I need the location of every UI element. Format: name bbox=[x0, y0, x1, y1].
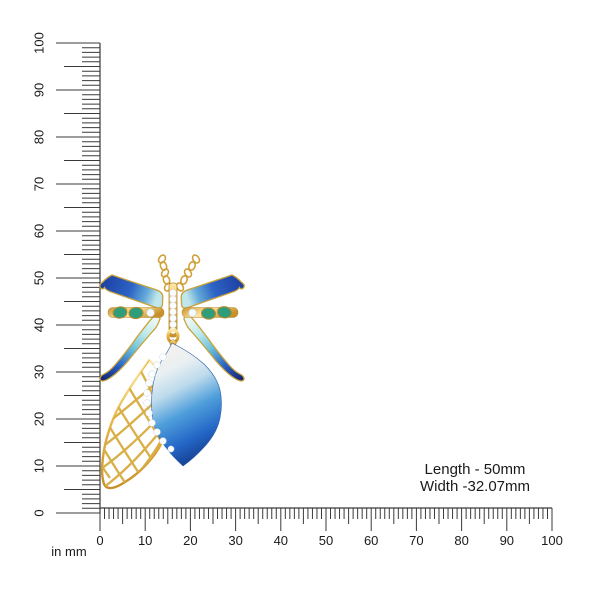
svg-text:30: 30 bbox=[228, 533, 242, 548]
svg-text:0: 0 bbox=[31, 509, 46, 516]
svg-text:60: 60 bbox=[364, 533, 378, 548]
svg-text:in mm: in mm bbox=[51, 544, 86, 559]
svg-text:30: 30 bbox=[31, 365, 46, 379]
svg-text:80: 80 bbox=[31, 130, 46, 144]
svg-text:Length - 50mm: Length - 50mm bbox=[425, 461, 526, 478]
svg-text:50: 50 bbox=[31, 271, 46, 285]
svg-text:90: 90 bbox=[31, 83, 46, 97]
svg-text:90: 90 bbox=[500, 533, 514, 548]
svg-text:10: 10 bbox=[31, 459, 46, 473]
svg-text:50: 50 bbox=[319, 533, 333, 548]
svg-text:20: 20 bbox=[31, 412, 46, 426]
svg-text:100: 100 bbox=[541, 533, 563, 548]
svg-text:Width -32.07mm: Width -32.07mm bbox=[420, 478, 530, 495]
svg-text:70: 70 bbox=[31, 177, 46, 191]
svg-text:10: 10 bbox=[138, 533, 152, 548]
svg-text:70: 70 bbox=[409, 533, 423, 548]
svg-text:100: 100 bbox=[31, 32, 46, 54]
svg-text:0: 0 bbox=[96, 533, 103, 548]
svg-text:40: 40 bbox=[31, 318, 46, 332]
svg-text:60: 60 bbox=[31, 224, 46, 238]
svg-text:80: 80 bbox=[454, 533, 468, 548]
svg-text:20: 20 bbox=[183, 533, 197, 548]
svg-text:40: 40 bbox=[274, 533, 288, 548]
